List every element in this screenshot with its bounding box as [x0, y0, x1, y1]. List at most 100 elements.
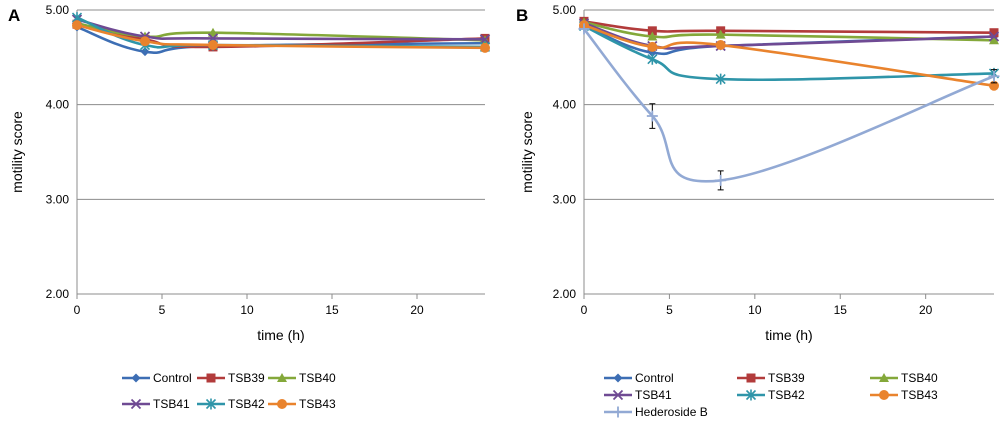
panel-b-xtick-label: 5	[666, 303, 673, 317]
panel-a-xtick-label: 10	[240, 303, 254, 317]
panel-b-legend-item-tsb41: TSB41	[604, 388, 672, 402]
panel-b-series-tsb39-point	[989, 28, 999, 38]
panel-a-series-tsb40-point	[208, 27, 218, 37]
panel-b-xtick-label: 10	[748, 303, 762, 317]
panel-b-legend-marker	[879, 390, 889, 400]
panel-a-legend-label: TSB41	[153, 397, 190, 411]
panel-b-letter: B	[516, 6, 528, 25]
panel-a-ytick-label: 5.00	[46, 3, 70, 17]
panel-b-series-hederoside-b-point	[715, 174, 727, 186]
panel-b-series-hederoside-b-point	[646, 110, 658, 122]
panel-a: A 2.00 3.00 4.00 5.00 0 5 10 15 20 time (h) motili…	[8, 3, 491, 411]
panel-a-ytick-label: 3.00	[46, 192, 70, 206]
panel-b-series-hederoside-b-point	[578, 23, 590, 35]
panel-b-series-tsb42-line	[583, 24, 995, 82]
panel-b-series-hederoside-b	[578, 23, 1000, 191]
panel-b-legend-label: TSB43	[901, 388, 938, 402]
panel-b-xtick-label: 0	[581, 303, 588, 317]
panel-b-legend-label: TSB40	[901, 371, 938, 385]
panel-b-ytick-label: 3.00	[553, 192, 577, 206]
panel-b-y-axis-title: motility score	[519, 111, 535, 193]
panel-a-series-tsb43-point	[480, 42, 490, 53]
panel-b: B 2.00 3.00 4.00 5.00 0 5 10 15 20 time (h) motili…	[516, 3, 1000, 419]
panel-b-series-tsb39-line	[583, 20, 995, 35]
panel-a-legend-label: Control	[153, 371, 192, 385]
panel-a-xtick-label: 0	[74, 303, 81, 317]
panel-a-legend-item-tsb40: TSB40	[268, 371, 336, 385]
panel-b-legend-marker	[613, 373, 623, 383]
panel-b-legend-marker	[612, 406, 624, 418]
panel-b-legend-item-hederoside-b: Hederoside B	[604, 405, 708, 419]
panel-a-xtick-label: 20	[410, 303, 424, 317]
panel-a-xtick-label: 5	[159, 303, 166, 317]
panel-b-series-tsb40-line	[583, 21, 995, 42]
panel-b-series-hederoside-b-point	[988, 70, 1000, 82]
panel-a-series-control-point	[140, 47, 150, 57]
panel-a-series-tsb43	[72, 20, 490, 53]
panel-a-series-tsb41-point	[479, 34, 491, 45]
panel-b-legend-marker	[612, 389, 624, 401]
panel-b-series-tsb41-point	[988, 31, 1000, 42]
panel-a-legend-item-control: Control	[122, 371, 192, 385]
panel-b-xtick-label: 15	[834, 303, 848, 317]
panel-a-legend-item-tsb43: TSB43	[268, 397, 336, 411]
panel-b-legend-label: TSB42	[768, 388, 805, 402]
panel-a-xtick-label: 15	[325, 303, 339, 317]
panel-b-legend-marker	[746, 373, 756, 383]
panel-a-series-tsb40-line	[76, 21, 486, 42]
panel-a-ytick-label: 4.00	[46, 98, 70, 112]
panel-b-legend-label: TSB41	[635, 388, 672, 402]
panel-a-letter: A	[8, 6, 20, 25]
panel-b-series-tsb40-point	[647, 31, 658, 41]
panel-a-legend: Control TSB39 TSB40 TSB41 TSB42 TSB43	[122, 371, 336, 411]
panel-a-legend-marker	[131, 373, 141, 383]
panel-b-legend-marker	[745, 389, 757, 401]
panel-a-legend-label: TSB40	[299, 371, 336, 385]
panel-a-legend-marker	[130, 398, 142, 410]
panel-b-ytick-label: 5.00	[553, 3, 577, 17]
panel-a-legend-label: TSB42	[228, 397, 265, 411]
panel-b-legend: Control TSB39 TSB40 TSB41 TSB42 TSB43 Hederosi…	[604, 371, 938, 419]
panel-a-legend-label: TSB39	[228, 371, 265, 385]
panel-b-series-tsb43-point	[647, 41, 658, 52]
panel-a-legend-item-tsb41: TSB41	[122, 397, 190, 411]
panel-b-x-axis-title: time (h)	[765, 327, 812, 343]
panel-b-legend-label: TSB39	[768, 371, 805, 385]
panel-b-legend-item-tsb42: TSB42	[737, 388, 805, 402]
panel-a-series-tsb39-line	[76, 22, 486, 49]
panel-a-legend-marker	[277, 373, 287, 382]
panel-b-series-tsb40-point	[989, 35, 999, 45]
panel-a-series-tsb41-line	[76, 18, 486, 41]
panel-b-series-hederoside-b-line	[582, 28, 995, 183]
panel-a-legend-item-tsb42: TSB42	[197, 397, 265, 411]
panel-a-x-axis-title: time (h)	[257, 327, 304, 343]
panel-a-legend-marker	[205, 398, 217, 410]
panel-b-ytick-label: 4.00	[553, 98, 577, 112]
panel-a-legend-marker	[206, 373, 216, 383]
panel-b-series-tsb42-point	[715, 73, 726, 85]
panel-b-legend-item-tsb43: TSB43	[870, 388, 938, 402]
panel-a-legend-item-tsb39: TSB39	[197, 371, 265, 385]
panel-b-series-tsb43-point	[715, 40, 726, 51]
panel-b-legend-item-control: Control	[604, 371, 674, 385]
panel-a-y-axis-title: motility score	[9, 111, 25, 193]
panel-b-series-tsb39-point	[647, 26, 657, 36]
panel-b-legend-label: Hederoside B	[635, 405, 708, 419]
panel-a-series-tsb43-point	[72, 20, 82, 31]
panel-b-series-tsb43-line	[583, 23, 995, 88]
panel-b-legend-label: Control	[635, 371, 674, 385]
panel-a-ytick-label: 2.00	[46, 287, 70, 301]
panel-b-xtick-label: 20	[919, 303, 933, 317]
panel-a-legend-marker	[277, 399, 287, 409]
panel-b-ytick-label: 2.00	[553, 287, 577, 301]
panel-a-series-tsb43-point	[140, 36, 150, 47]
panel-b-series-tsb43	[579, 20, 999, 91]
panel-a-series-tsb43-point	[208, 40, 218, 51]
panel-a-series-tsb43-line	[76, 23, 486, 50]
panel-b-legend-item-tsb40: TSB40	[870, 371, 938, 385]
panel-a-legend-label: TSB43	[299, 397, 336, 411]
panel-b-series-tsb40-point	[715, 29, 726, 39]
panel-b-legend-item-tsb39: TSB39	[737, 371, 805, 385]
panel-b-legend-marker	[879, 373, 889, 382]
